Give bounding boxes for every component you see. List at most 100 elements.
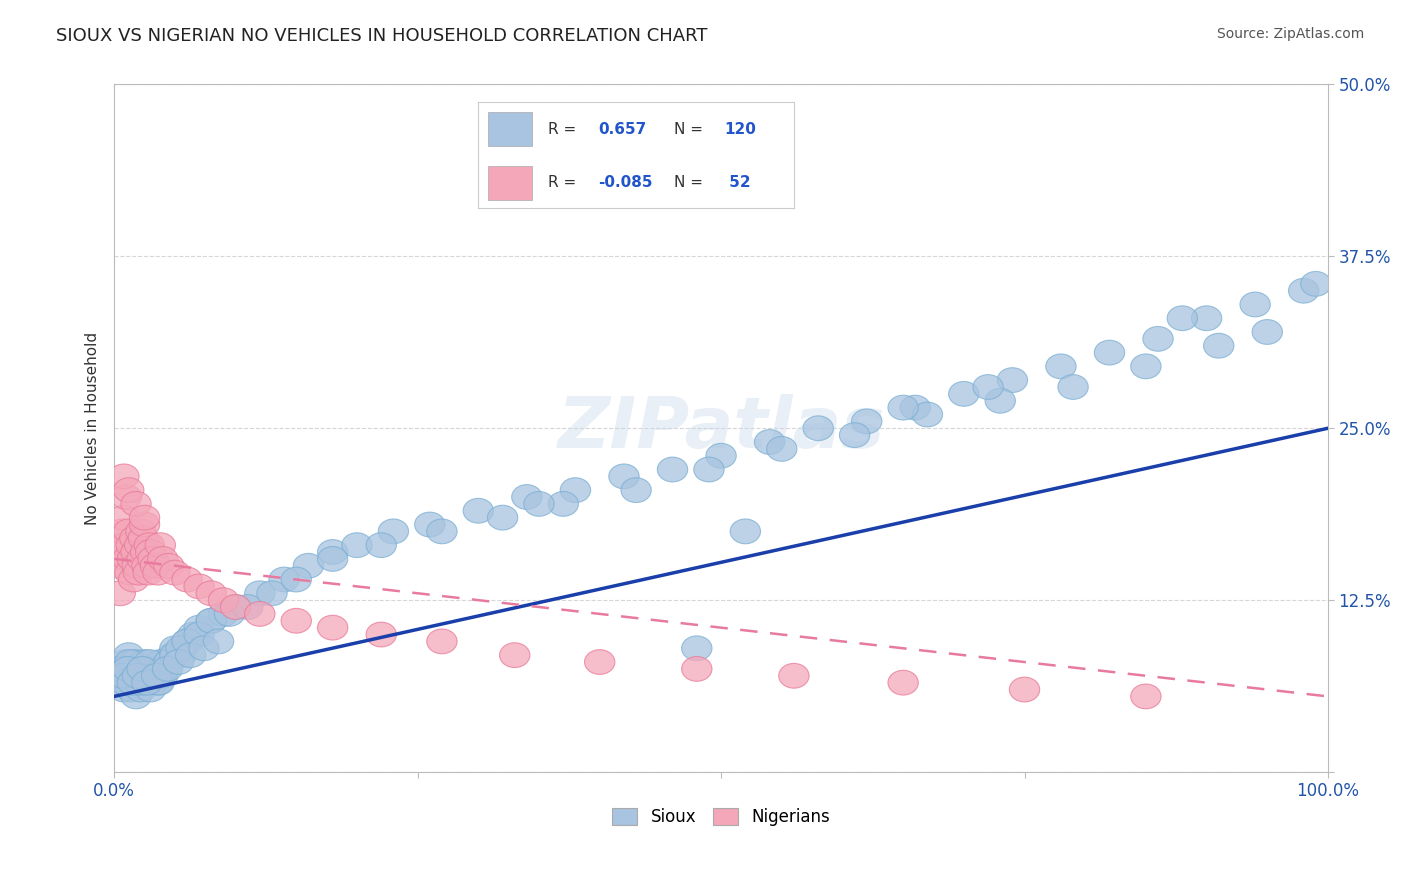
Ellipse shape [131, 540, 160, 565]
Ellipse shape [163, 649, 194, 674]
Ellipse shape [184, 574, 214, 599]
Ellipse shape [107, 519, 138, 544]
Ellipse shape [208, 588, 239, 613]
Ellipse shape [153, 649, 184, 674]
Ellipse shape [118, 670, 149, 695]
Ellipse shape [152, 657, 183, 681]
Ellipse shape [1253, 319, 1282, 344]
Ellipse shape [172, 567, 202, 592]
Ellipse shape [195, 581, 226, 606]
Ellipse shape [125, 519, 156, 544]
Ellipse shape [132, 553, 162, 578]
Ellipse shape [129, 657, 160, 681]
Ellipse shape [281, 567, 311, 592]
Ellipse shape [176, 643, 205, 667]
Ellipse shape [129, 505, 160, 530]
Ellipse shape [143, 670, 174, 695]
Ellipse shape [132, 664, 162, 688]
Ellipse shape [107, 664, 138, 688]
Ellipse shape [153, 553, 184, 578]
Ellipse shape [986, 388, 1015, 413]
Ellipse shape [160, 560, 190, 585]
Ellipse shape [121, 684, 152, 709]
Ellipse shape [128, 664, 159, 688]
Ellipse shape [134, 657, 163, 681]
Ellipse shape [889, 670, 918, 695]
Ellipse shape [548, 491, 578, 516]
Ellipse shape [114, 643, 143, 667]
Ellipse shape [104, 670, 134, 695]
Ellipse shape [131, 670, 160, 695]
Ellipse shape [1094, 340, 1125, 365]
Ellipse shape [1167, 306, 1198, 331]
Ellipse shape [378, 519, 409, 544]
Ellipse shape [463, 499, 494, 523]
Ellipse shape [366, 622, 396, 647]
Ellipse shape [499, 643, 530, 667]
Ellipse shape [318, 540, 347, 565]
Ellipse shape [120, 526, 150, 550]
Ellipse shape [524, 491, 554, 516]
Ellipse shape [245, 581, 276, 606]
Ellipse shape [166, 643, 195, 667]
Ellipse shape [114, 519, 143, 544]
Ellipse shape [318, 547, 347, 571]
Ellipse shape [682, 657, 711, 681]
Ellipse shape [366, 533, 396, 558]
Ellipse shape [129, 649, 160, 674]
Ellipse shape [143, 670, 173, 695]
Ellipse shape [1057, 375, 1088, 400]
Ellipse shape [1301, 271, 1331, 296]
Ellipse shape [105, 581, 135, 606]
Ellipse shape [120, 649, 150, 674]
Ellipse shape [148, 547, 179, 571]
Ellipse shape [221, 595, 250, 619]
Ellipse shape [621, 478, 651, 502]
Ellipse shape [127, 547, 157, 571]
Ellipse shape [112, 670, 143, 695]
Ellipse shape [120, 664, 150, 688]
Ellipse shape [139, 664, 169, 688]
Ellipse shape [143, 560, 173, 585]
Ellipse shape [488, 505, 517, 530]
Ellipse shape [900, 395, 931, 420]
Ellipse shape [124, 560, 153, 585]
Ellipse shape [135, 540, 166, 565]
Ellipse shape [108, 464, 139, 489]
Legend: Sioux, Nigerians: Sioux, Nigerians [606, 801, 837, 832]
Ellipse shape [208, 601, 239, 626]
Ellipse shape [138, 664, 169, 688]
Ellipse shape [117, 533, 146, 558]
Ellipse shape [122, 657, 152, 681]
Ellipse shape [221, 595, 250, 619]
Text: ZIPatlas: ZIPatlas [557, 393, 884, 463]
Ellipse shape [294, 553, 323, 578]
Ellipse shape [145, 649, 176, 674]
Ellipse shape [108, 677, 139, 702]
Ellipse shape [195, 608, 226, 633]
Ellipse shape [852, 409, 882, 434]
Ellipse shape [128, 526, 159, 550]
Ellipse shape [755, 430, 785, 454]
Ellipse shape [135, 677, 166, 702]
Ellipse shape [149, 657, 179, 681]
Ellipse shape [118, 567, 149, 592]
Ellipse shape [141, 657, 170, 681]
Ellipse shape [269, 567, 299, 592]
Ellipse shape [112, 547, 143, 571]
Ellipse shape [1143, 326, 1173, 351]
Ellipse shape [609, 464, 640, 489]
Ellipse shape [117, 677, 146, 702]
Text: Source: ZipAtlas.com: Source: ZipAtlas.com [1216, 27, 1364, 41]
Ellipse shape [125, 670, 155, 695]
Ellipse shape [427, 629, 457, 654]
Ellipse shape [889, 395, 918, 420]
Text: SIOUX VS NIGERIAN NO VEHICLES IN HOUSEHOLD CORRELATION CHART: SIOUX VS NIGERIAN NO VEHICLES IN HOUSEHO… [56, 27, 707, 45]
Ellipse shape [839, 423, 870, 448]
Ellipse shape [1240, 292, 1270, 317]
Ellipse shape [132, 670, 162, 695]
Ellipse shape [281, 608, 311, 633]
Ellipse shape [127, 657, 157, 681]
Ellipse shape [115, 649, 145, 674]
Ellipse shape [111, 484, 142, 509]
